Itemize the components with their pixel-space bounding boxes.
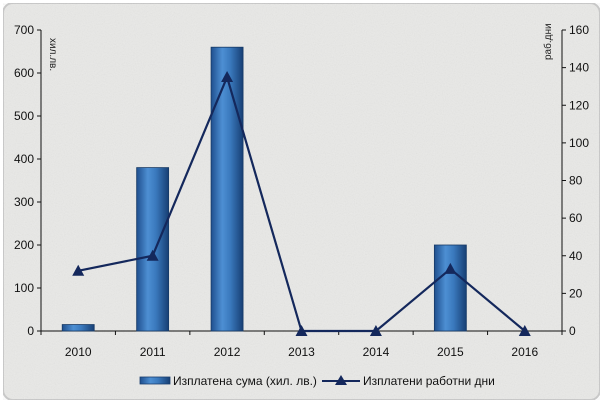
bar — [61, 324, 95, 332]
y2-tick-label: 40 — [569, 249, 583, 263]
line-point — [444, 262, 457, 274]
y2-axis-ticks: 0 20 40 60 80 100 120 140 160 — [562, 23, 589, 338]
x-tick-label: 2011 — [140, 345, 166, 359]
x-tick-label: 2013 — [288, 345, 315, 359]
y2-tick-label: 0 — [569, 324, 576, 338]
legend-item-line: Изплатени работни дни — [322, 374, 495, 388]
line-series — [72, 71, 531, 336]
y-axis-ticks: 0 100 200 300 400 500 600 700 — [14, 23, 41, 338]
legend: Изплатена сума (хил. лв.) Изплатени рабо… — [139, 374, 495, 388]
y-tick-label: 300 — [14, 195, 34, 209]
y-tick-label: 200 — [14, 238, 34, 252]
legend-item-bars: Изплатена сума (хил. лв.) — [139, 374, 317, 388]
bar — [210, 46, 244, 332]
x-axis-ticks: 2010 2011 2012 2013 2014 2015 2016 — [40, 331, 563, 359]
line-point — [221, 71, 234, 83]
y2-tick-label: 80 — [569, 174, 583, 188]
y-tick-label: 100 — [14, 281, 34, 295]
legend-swatch-bars — [139, 376, 171, 385]
legend-label-bars: Изплатена сума (хил. лв.) — [173, 374, 317, 388]
y-tick-label: 0 — [27, 324, 34, 338]
x-tick-label: 2012 — [214, 345, 241, 359]
legend-label-line: Изплатени работни дни — [363, 374, 495, 388]
x-tick-label: 2010 — [65, 345, 92, 359]
bar — [433, 244, 467, 332]
bar-series — [61, 46, 467, 332]
bar — [136, 167, 170, 332]
y-tick-label: 700 — [14, 23, 34, 37]
y2-tick-label: 20 — [569, 286, 583, 300]
y2-tick-label: 120 — [569, 98, 589, 112]
y-tick-label: 500 — [14, 109, 34, 123]
y-tick-label: 400 — [14, 152, 34, 166]
y-axis-title: хил.лв. — [47, 38, 58, 71]
y2-tick-label: 140 — [569, 61, 589, 75]
x-tick-label: 2016 — [511, 345, 538, 359]
x-tick-label: 2014 — [363, 345, 390, 359]
line-point — [369, 325, 382, 336]
line-point — [146, 249, 159, 261]
x-tick-label: 2015 — [437, 345, 464, 359]
line-point — [518, 325, 531, 336]
y2-tick-label: 160 — [569, 23, 589, 37]
line-point — [72, 264, 85, 276]
y2-tick-label: 100 — [569, 136, 589, 150]
y2-tick-label: 60 — [569, 211, 583, 225]
y2-axis-title: раб.дни — [542, 23, 554, 60]
y-tick-label: 600 — [14, 66, 34, 80]
line-point — [295, 325, 308, 336]
legend-triangle-marker — [335, 375, 347, 385]
